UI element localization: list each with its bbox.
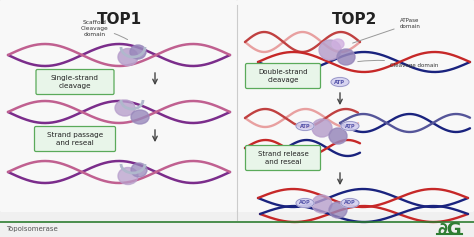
Text: ADP: ADP: [344, 201, 356, 205]
Text: ATP: ATP: [345, 123, 356, 128]
Text: TOP1: TOP1: [96, 12, 142, 27]
FancyBboxPatch shape: [36, 69, 114, 95]
Text: ADP: ADP: [299, 201, 311, 205]
Ellipse shape: [131, 110, 149, 124]
Ellipse shape: [341, 122, 359, 131]
FancyBboxPatch shape: [246, 146, 320, 170]
Ellipse shape: [118, 168, 138, 184]
Ellipse shape: [131, 163, 147, 177]
Ellipse shape: [337, 49, 355, 65]
Ellipse shape: [331, 77, 349, 87]
Ellipse shape: [296, 199, 314, 208]
FancyBboxPatch shape: [35, 127, 116, 151]
Ellipse shape: [341, 199, 359, 208]
Text: ATPase
domain: ATPase domain: [353, 18, 420, 43]
FancyBboxPatch shape: [246, 64, 320, 88]
Ellipse shape: [118, 49, 138, 65]
Text: Scaffold
Cleavage
domain: Scaffold Cleavage domain: [81, 20, 128, 40]
Ellipse shape: [130, 45, 146, 59]
Text: ∂G: ∂G: [438, 221, 462, 237]
Ellipse shape: [319, 40, 341, 60]
Text: Cleavage domain: Cleavage domain: [358, 60, 438, 68]
Text: Strand passage
and reseal: Strand passage and reseal: [47, 132, 103, 146]
Ellipse shape: [332, 39, 344, 49]
Text: ATP: ATP: [335, 79, 346, 85]
Text: Double-strand
cleavage: Double-strand cleavage: [258, 69, 308, 83]
Text: Topoisomerase: Topoisomerase: [6, 226, 58, 232]
Text: ATP: ATP: [300, 123, 310, 128]
Ellipse shape: [296, 122, 314, 131]
Text: Single-strand
cleavage: Single-strand cleavage: [51, 75, 99, 89]
Ellipse shape: [115, 100, 135, 116]
Text: Strand release
and reseal: Strand release and reseal: [258, 151, 309, 165]
FancyBboxPatch shape: [237, 0, 474, 212]
Ellipse shape: [312, 195, 332, 213]
Ellipse shape: [329, 202, 347, 218]
FancyBboxPatch shape: [0, 0, 237, 212]
Ellipse shape: [312, 119, 332, 137]
Text: TOP2: TOP2: [332, 12, 378, 27]
Ellipse shape: [329, 128, 347, 144]
